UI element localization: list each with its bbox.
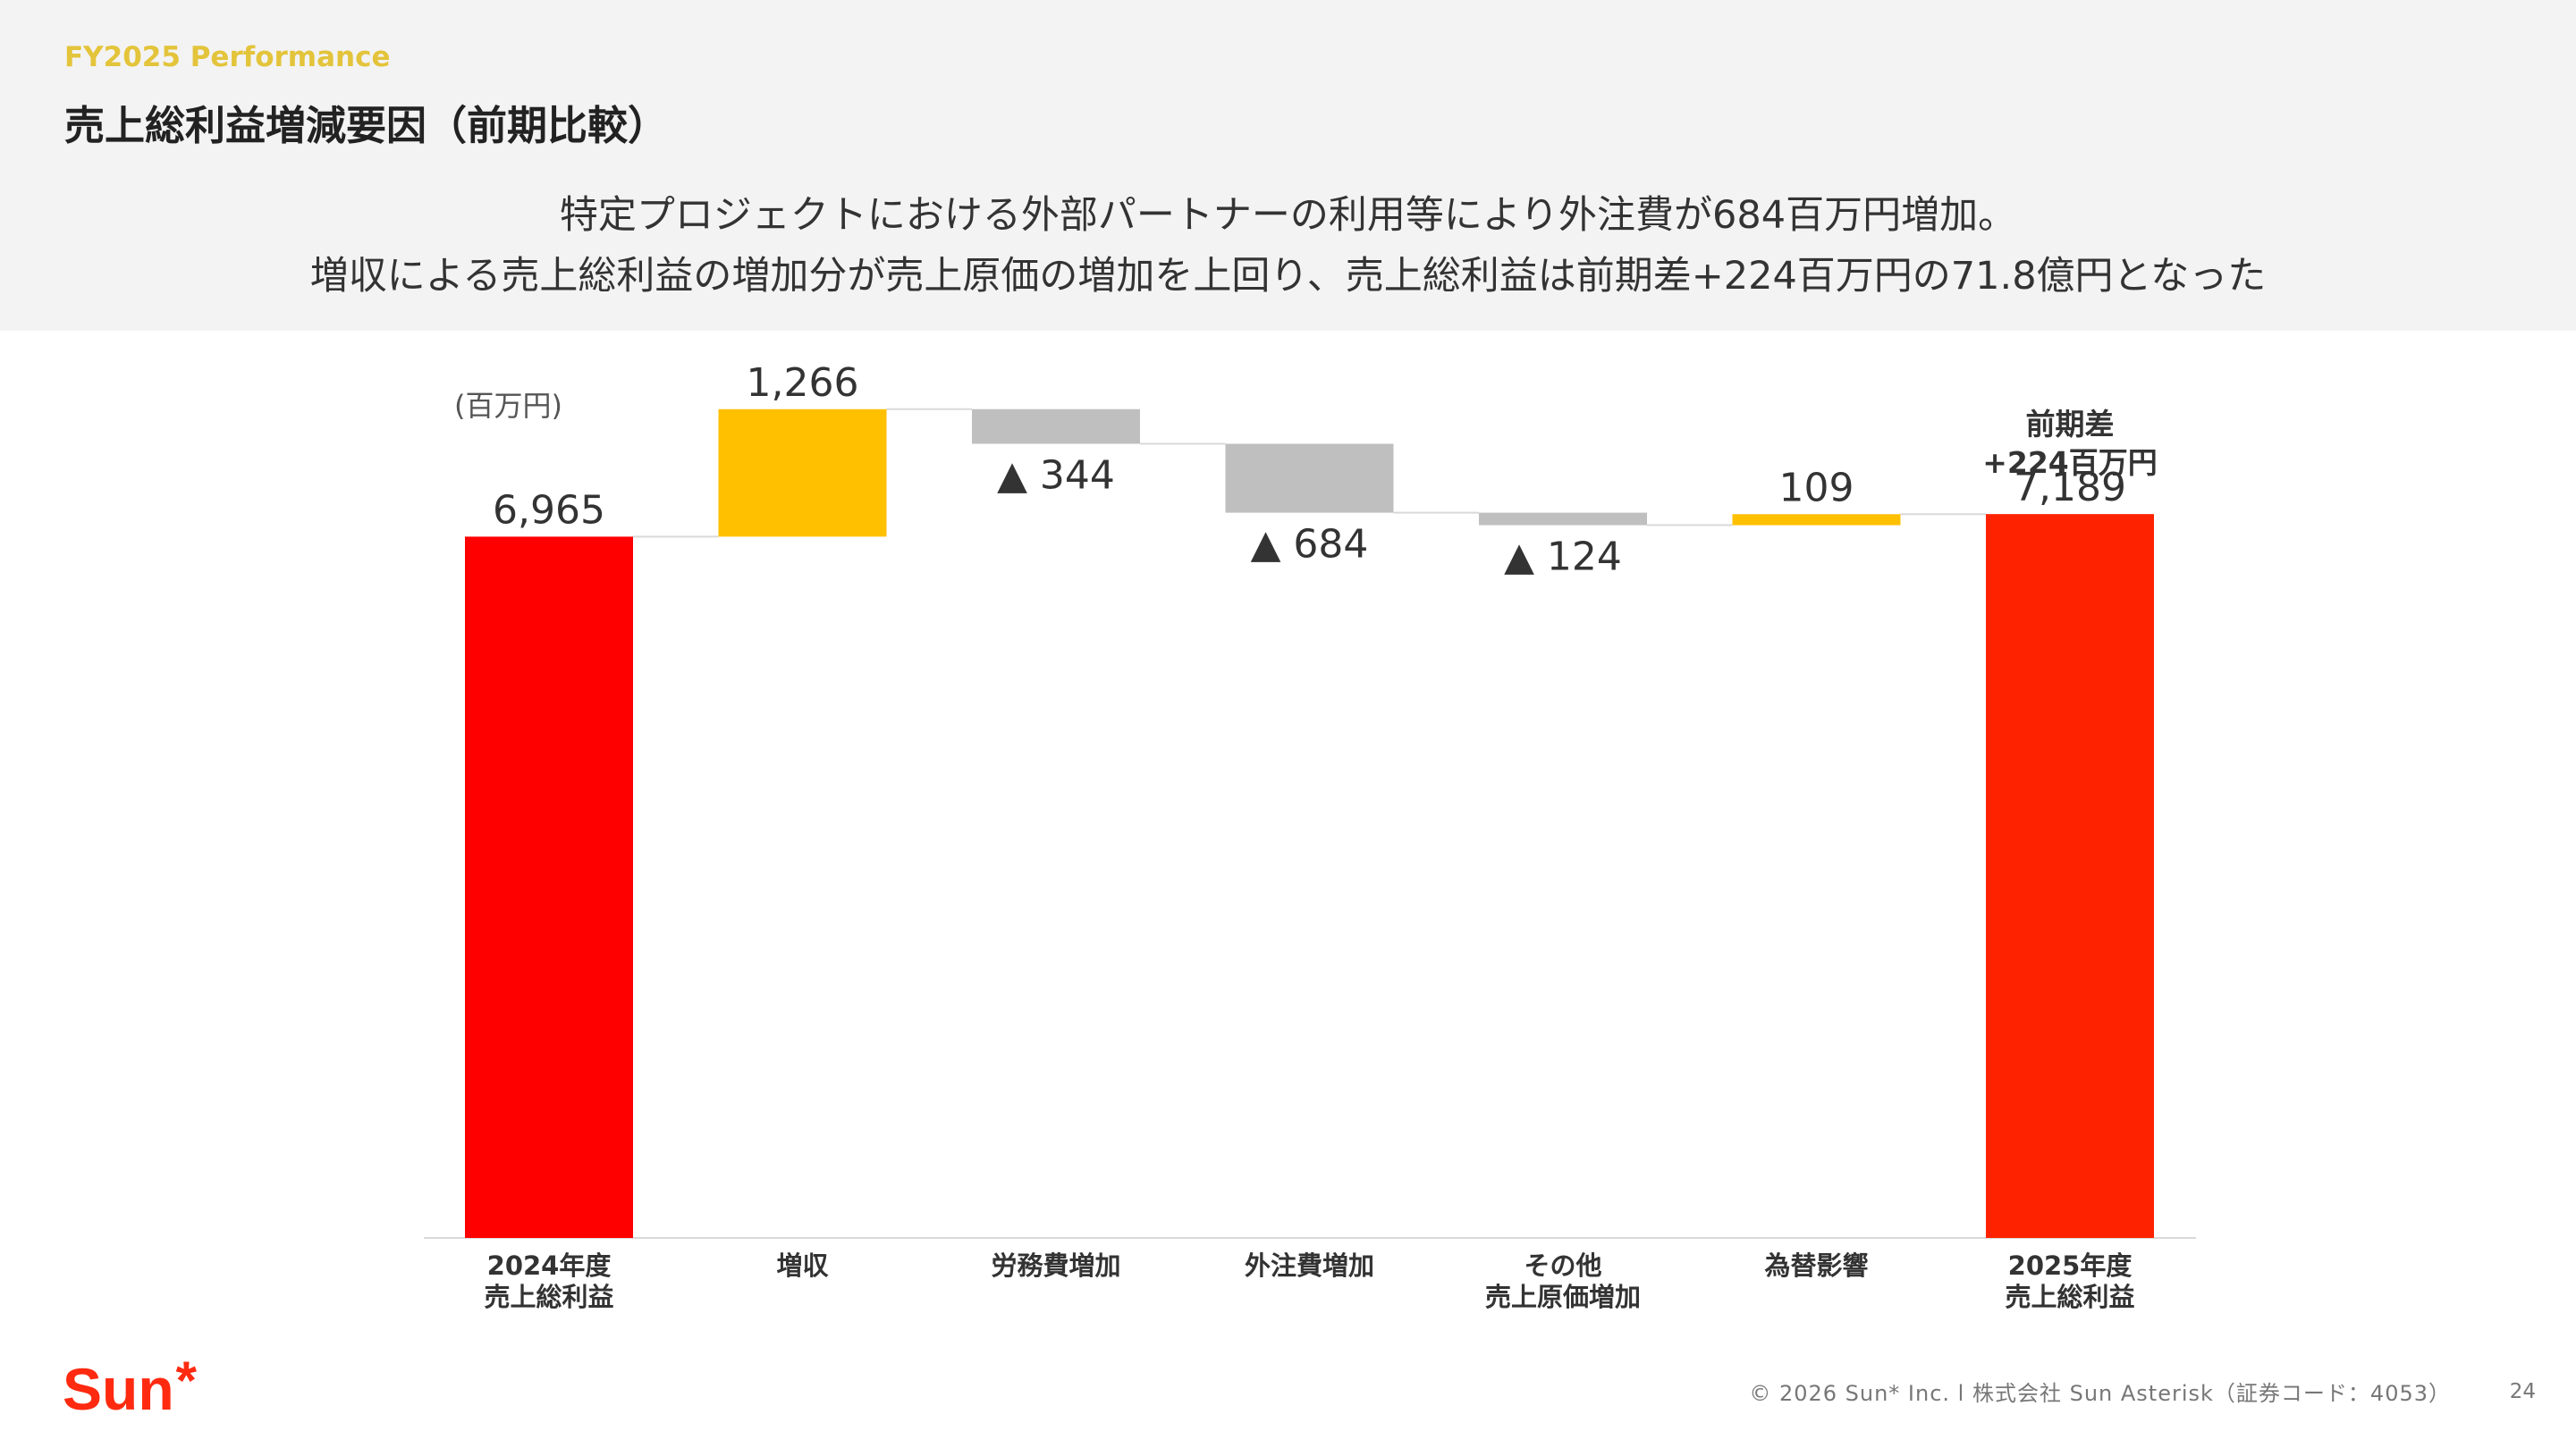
bar-3 <box>1225 443 1394 513</box>
bar-5 <box>1732 514 1901 526</box>
data-label-4: ▲ 124 <box>1504 535 1622 580</box>
category-label-0: 2024年度売上総利益 <box>484 1250 613 1312</box>
category-label-1: 増収 <box>776 1250 829 1281</box>
unit-label: (百万円) <box>454 389 562 423</box>
category-label-3: 外注費増加 <box>1245 1250 1374 1281</box>
subtitle-line-1: 特定プロジェクトにおける外部パートナーの利用等により外注費が684百万円増加。 <box>559 193 2017 238</box>
category-label-5: 為替影響 <box>1764 1250 1868 1281</box>
data-label-3: ▲ 684 <box>1251 522 1369 568</box>
difference-annotation: 前期差+224百万円 <box>1982 407 2158 480</box>
bar-6 <box>1986 514 2154 1238</box>
data-label-5: 109 <box>1779 465 1854 510</box>
sun-logo: Sun* <box>63 1351 197 1423</box>
bar-4 <box>1479 512 1647 526</box>
header-band <box>0 0 2576 331</box>
subtitle-line-2: 増収による売上総利益の増加分が売上原価の増加を上回り、売上総利益は前期差+224… <box>309 254 2267 299</box>
data-label-2: ▲ 344 <box>997 453 1115 499</box>
page-title: 売上総利益増減要因（前期比較） <box>64 102 669 149</box>
bar-1 <box>718 408 887 537</box>
waterfall-chart: (百万円) 6,965 2024年度売上総利益 1,266 増収 ▲ 344 労務費増加 ▲ … <box>424 360 2196 1312</box>
page-number: 24 <box>2509 1380 2536 1403</box>
data-label-6: 7,189 <box>2014 465 2126 510</box>
data-label-1: 1,266 <box>747 360 859 406</box>
category-label-2: 労務費増加 <box>991 1250 1120 1281</box>
category-label-4: その他売上原価増加 <box>1485 1250 1641 1312</box>
category-label-6: 2025年度売上総利益 <box>2005 1250 2134 1312</box>
asterisk-icon: * <box>175 1351 198 1410</box>
bar-0 <box>465 536 633 1238</box>
section-label: FY2025 Performance <box>64 41 391 73</box>
logo-text: Sun <box>63 1356 174 1422</box>
bar-2 <box>972 408 1140 444</box>
data-label-0: 6,965 <box>493 487 605 533</box>
copyright-text: © 2026 Sun* Inc. l 株式会社 Sun Asterisk（証券コ… <box>1749 1381 2451 1406</box>
